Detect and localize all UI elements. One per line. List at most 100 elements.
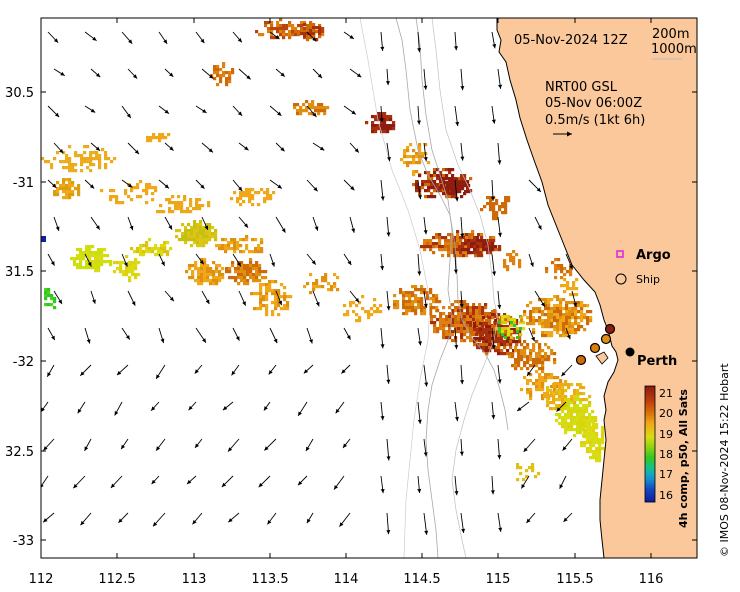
sst-pixel (488, 340, 492, 344)
sst-pixel (479, 322, 483, 326)
sst-pixel (421, 180, 425, 184)
sst-pixel (426, 297, 430, 301)
sst-pixel (312, 35, 316, 39)
sst-pixel (497, 313, 501, 317)
sst-pixel (486, 196, 490, 200)
sst-pixel (184, 232, 188, 236)
sst-pixel (589, 438, 593, 442)
sst-pixel (216, 65, 220, 69)
sst-pixel (95, 151, 99, 155)
current-vector-head (454, 197, 459, 202)
sst-pixel (423, 309, 427, 313)
sst-pixel (128, 279, 132, 283)
sst-pixel (568, 307, 572, 311)
sst-pixel (575, 293, 579, 297)
sst-pixel (277, 313, 281, 317)
sst-pixel (236, 247, 240, 251)
sst-pixel (573, 428, 577, 432)
sst-pixel (481, 312, 485, 316)
sst-pixel (104, 166, 108, 170)
sst-pixel (324, 276, 328, 280)
sst-pixel (476, 319, 480, 323)
sst-pixel (59, 187, 63, 191)
sst-pixel (447, 251, 451, 255)
argo-legend-label: Argo (636, 248, 671, 263)
sst-pixel (145, 241, 149, 245)
sst-pixel (158, 133, 162, 137)
sst-pixel (264, 24, 268, 28)
sst-pixel (411, 285, 415, 289)
sst-pixel (529, 358, 533, 362)
current-vector-head (163, 39, 168, 44)
current-vector-head (319, 146, 325, 151)
sst-pixel (529, 349, 533, 353)
sst-pixel (104, 157, 108, 161)
sst-pixel (56, 151, 60, 155)
sst-pixel (288, 21, 292, 25)
sst-pixel (546, 392, 550, 396)
sst-pixel (177, 204, 181, 208)
sst-pixel (286, 295, 290, 299)
sst-pixel (570, 383, 574, 387)
sst-pixel (515, 319, 519, 323)
sst-pixel (71, 190, 75, 194)
sst-pixel (566, 270, 570, 274)
sst-pixel (62, 184, 66, 188)
sst-pixel (254, 238, 258, 242)
sst-pixel (569, 267, 573, 271)
sst-pixel (248, 191, 252, 195)
sst-pixel (128, 261, 132, 265)
sst-pixel (68, 193, 72, 197)
sst-pixel (550, 319, 554, 323)
sst-pixel (565, 319, 569, 323)
sst-pixel (471, 233, 475, 237)
sst-pixel (145, 186, 149, 190)
sst-pixel (556, 325, 560, 329)
sst-pixel (414, 294, 418, 298)
sst-pixel (589, 426, 593, 430)
sst-pixel (300, 21, 304, 25)
sst-pixel (184, 241, 188, 245)
sst-pixel (77, 193, 81, 197)
sst-pixel (68, 157, 72, 161)
colorbar-tick-label: 18 (659, 448, 673, 461)
sst-pixel (467, 190, 471, 194)
sst-pixel (154, 253, 158, 257)
current-vector-head (531, 336, 535, 342)
sst-pixel (488, 328, 492, 332)
current-vector-head (346, 335, 351, 340)
sst-pixel (218, 276, 222, 280)
sst-pixel (488, 248, 492, 252)
sst-pixel (456, 245, 460, 249)
sst-pixel (218, 279, 222, 283)
sst-pixel (574, 316, 578, 320)
current-vector-head (134, 149, 140, 155)
ship-legend-label: Ship (636, 273, 660, 286)
current-vector-head (208, 74, 214, 79)
sst-pixel (489, 239, 493, 243)
sst-pixel (523, 361, 527, 365)
sst-pixel (516, 478, 520, 482)
sst-pixel (576, 419, 580, 423)
sst-pixel (358, 316, 362, 320)
current-vector-head (86, 339, 91, 344)
sst-pixel (489, 251, 493, 255)
sst-pixel (492, 214, 496, 218)
sst-pixel (426, 294, 430, 298)
sst-pixel (519, 333, 523, 337)
sst-pixel (561, 389, 565, 393)
sst-pixel (561, 419, 565, 423)
sst-pixel (82, 254, 86, 258)
sst-pixel (423, 288, 427, 292)
sst-pixel (236, 200, 240, 204)
sst-pixel (455, 178, 459, 182)
sst-pixel (471, 230, 475, 234)
sst-pixel (352, 310, 356, 314)
sst-pixel (408, 309, 412, 313)
sst-pixel (124, 192, 128, 196)
sst-pixel (230, 197, 234, 201)
sst-pixel (529, 379, 533, 383)
colorbar-segment (645, 436, 655, 439)
sst-pixel (441, 254, 445, 258)
sst-pixel (258, 270, 262, 274)
